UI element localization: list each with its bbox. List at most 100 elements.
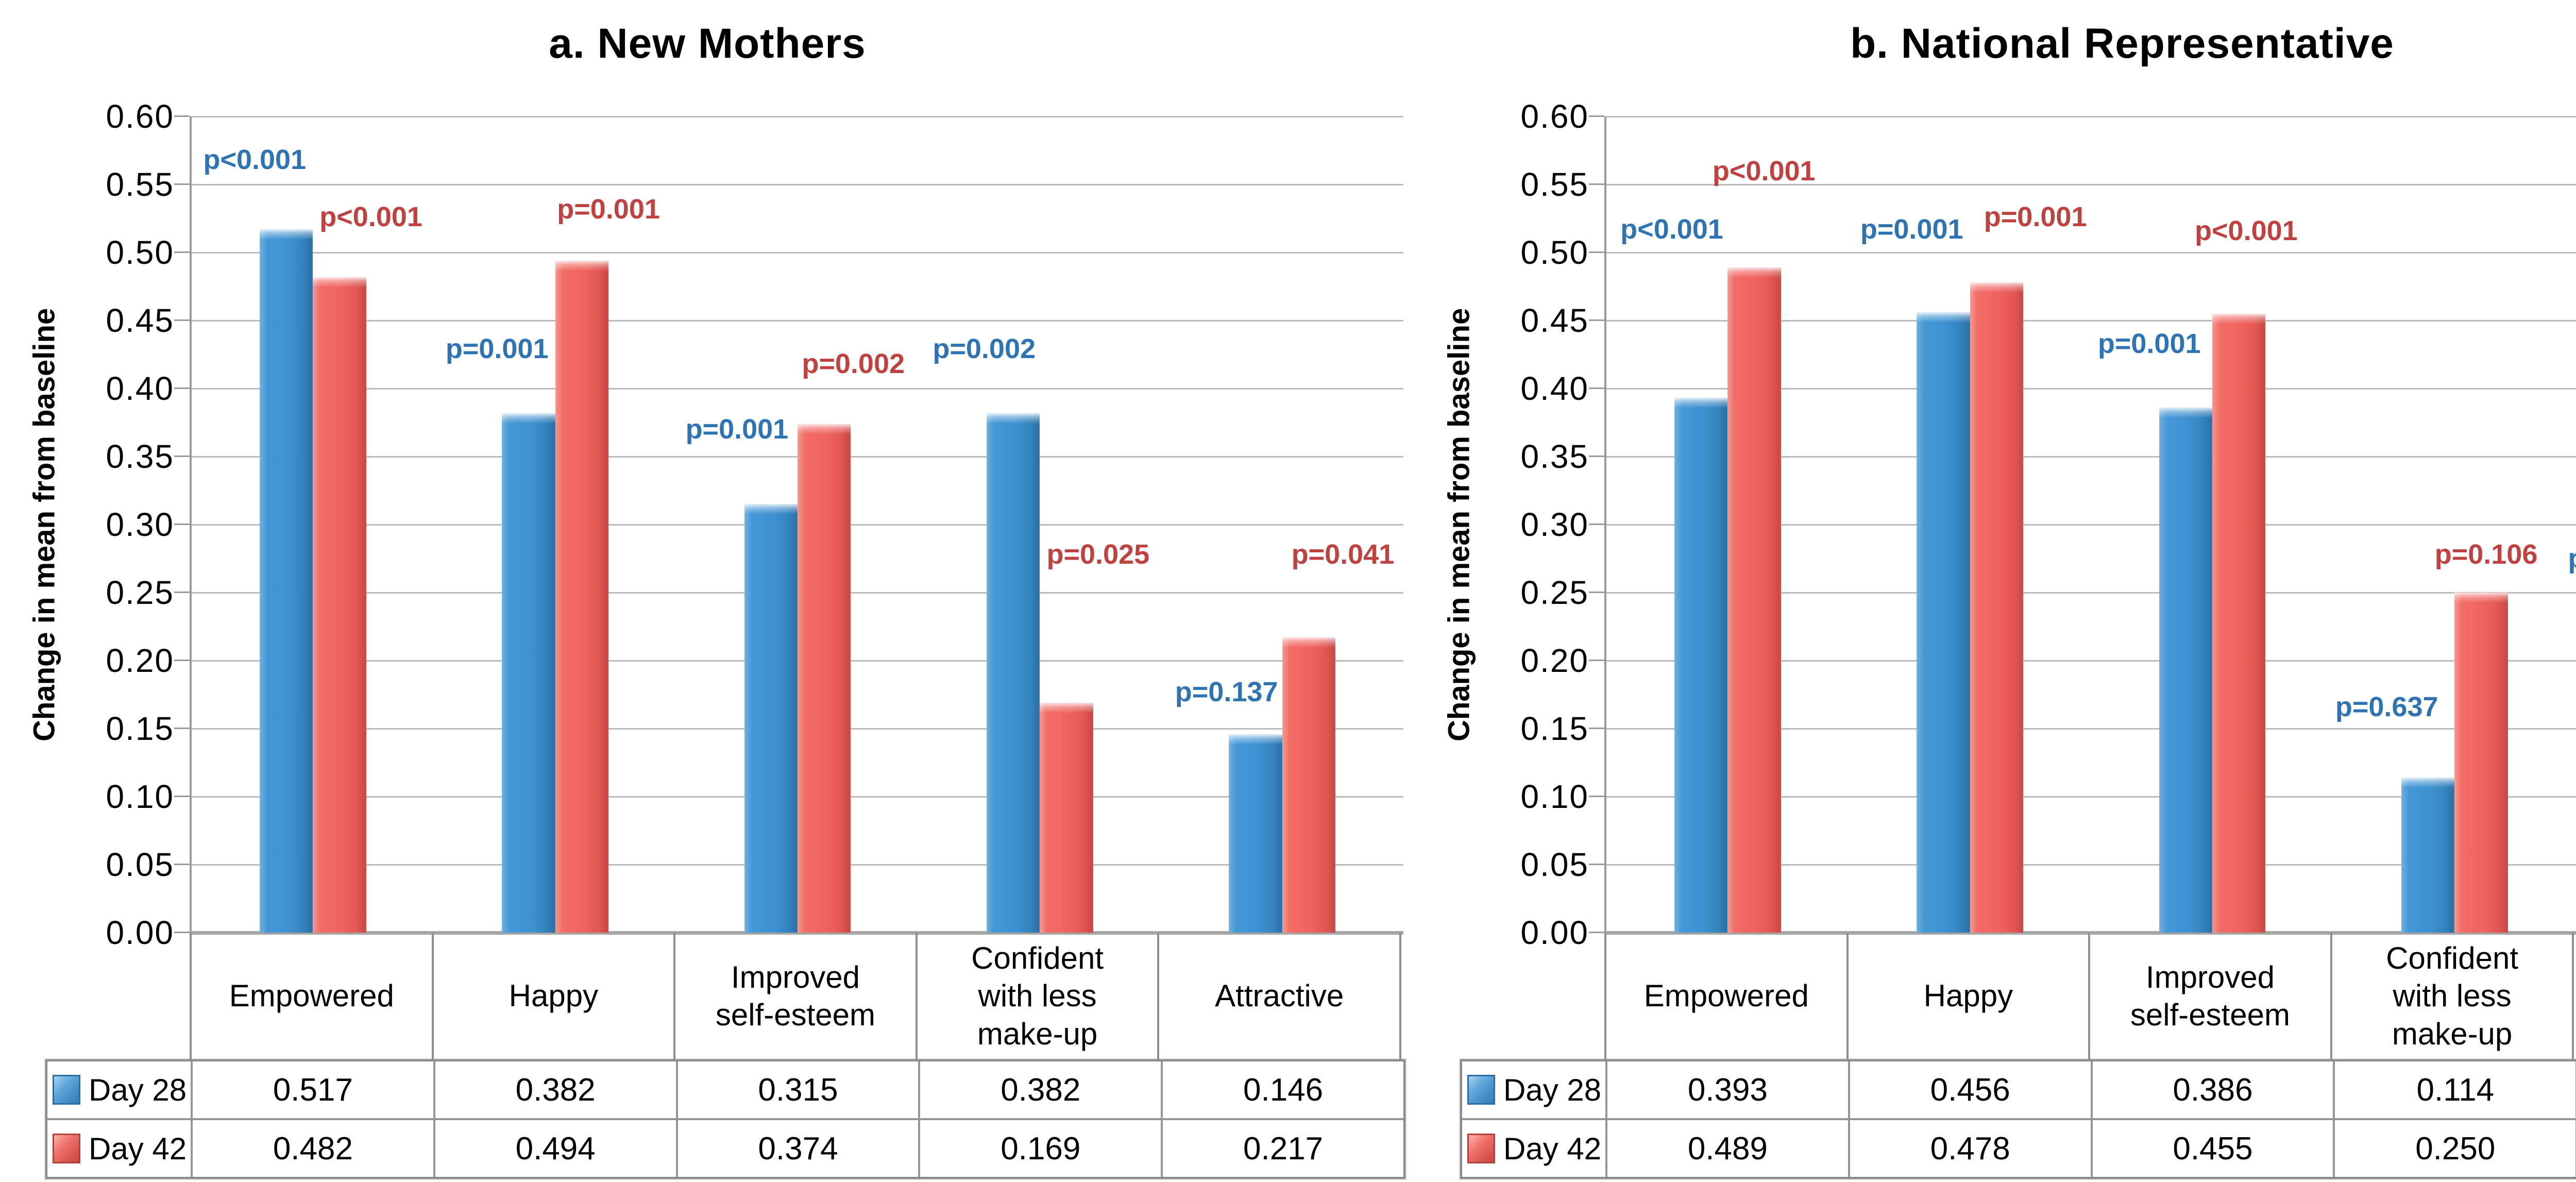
category-label-attractive: Attractive — [2572, 933, 2576, 1059]
legend-row-label-day-28: Day 28 — [1462, 1061, 1605, 1118]
table-cell-day-28-happy: 0.456 — [1848, 1061, 2091, 1118]
p-value-label-day-28-attractive: p=0.137 — [1175, 676, 1278, 707]
y-tick-mark — [174, 455, 190, 458]
category-header-row: Empowered Happy Improved self-esteem Confid… — [190, 933, 1401, 1059]
gridline — [192, 252, 1403, 254]
y-tick-mark — [1589, 660, 1604, 662]
p-value-label-day-42-confident-with-less-make-up: p=0.025 — [1046, 539, 1150, 570]
category-label-improved-self-esteem: Improved self-esteem — [673, 933, 916, 1059]
legend-key-day-28-icon — [1467, 1075, 1495, 1105]
y-tick-label: 0.10 — [106, 778, 174, 816]
table-cell-day-42-confident-with-less-make-up: 0.169 — [918, 1120, 1161, 1177]
y-tick-label: 0.25 — [106, 574, 174, 611]
y-axis-ticks: 0.00 0.05 0.10 0.15 0.20 0.25 0.30 0.35 0.40 0.45… — [72, 100, 174, 949]
plot-area: p<0.001 p<0.001 p=0.001 p=0.001 p=0.001 p<0.0… — [1589, 115, 2576, 935]
category-label-happy: Happy — [1846, 933, 2089, 1059]
chart-title: a. New Mothers — [549, 20, 866, 67]
series-name-day-28: Day 28 — [89, 1072, 187, 1107]
bar-day-28-improved-self-esteem — [2159, 407, 2213, 933]
y-tick-label: 0.45 — [1520, 302, 1589, 339]
y-tick-label: 0.60 — [106, 98, 174, 135]
y-tick-label: 0.60 — [1520, 98, 1589, 135]
table-cell-day-28-happy: 0.382 — [433, 1061, 676, 1118]
y-tick-mark — [174, 183, 190, 185]
y-tick-mark — [1589, 728, 1604, 729]
y-tick-mark — [1589, 251, 1604, 253]
y-tick-label: 0.35 — [1520, 438, 1589, 475]
gridline — [1606, 864, 2576, 866]
y-tick-label: 0.40 — [1520, 370, 1589, 408]
category-label-happy: Happy — [431, 933, 674, 1059]
table-cell-day-28-improved-self-esteem: 0.315 — [675, 1061, 919, 1118]
y-tick-label: 0.15 — [1520, 710, 1589, 747]
p-value-label-day-28-happy: p=0.001 — [1860, 214, 1963, 245]
bar-day-42-attractive — [1282, 637, 1336, 933]
y-tick-mark — [1589, 932, 1604, 933]
y-tick-mark — [174, 319, 190, 321]
table-cell-day-42-empowered: 0.482 — [191, 1120, 433, 1177]
gridline — [1606, 456, 2576, 458]
table-cell-day-28-empowered: 0.393 — [1605, 1061, 1848, 1118]
y-tick-label: 0.30 — [106, 506, 174, 543]
table-cell-day-28-attractive: 0.146 — [1161, 1061, 1403, 1118]
bar-day-42-improved-self-esteem — [798, 424, 851, 933]
p-value-label-day-28-empowered: p<0.001 — [1620, 214, 1723, 245]
bar-day-28-attractive — [1229, 734, 1283, 933]
x-axis-line — [190, 931, 1403, 935]
y-tick-mark — [174, 660, 190, 662]
y-tick-mark — [1589, 115, 1604, 117]
bar-day-28-empowered — [259, 229, 313, 933]
y-tick-mark — [1589, 387, 1604, 390]
p-value-label-day-28-improved-self-esteem: p=0.001 — [685, 414, 789, 445]
p-value-label-day-42-improved-self-esteem: p<0.001 — [2195, 215, 2298, 246]
y-tick-mark — [174, 796, 190, 798]
p-value-label-day-42-confident-with-less-make-up: p=0.106 — [2434, 539, 2538, 570]
table-cell-day-42-confident-with-less-make-up: 0.250 — [2333, 1120, 2575, 1177]
data-table: Day 28 0.517 0.382 0.315 0.382 0.146 Day 42 0.4… — [45, 1059, 1405, 1179]
y-tick-mark — [1589, 524, 1604, 525]
bar-day-28-confident-with-less-make-up — [986, 413, 1040, 933]
bar-day-28-confident-with-less-make-up — [2401, 778, 2455, 933]
y-tick-label: 0.00 — [1520, 914, 1589, 951]
y-axis-ticks: 0.00 0.05 0.10 0.15 0.20 0.25 0.30 0.35 0.40 0.45… — [1487, 100, 1589, 949]
y-tick-mark — [1589, 455, 1604, 458]
table-cell-day-28-confident-with-less-make-up: 0.382 — [918, 1061, 1161, 1118]
category-header-row: Empowered Happy Improved self-esteem Confid… — [1604, 933, 2576, 1059]
legend-key-day-42-icon — [53, 1134, 80, 1163]
gridline — [1606, 796, 2576, 798]
bar-day-42-empowered — [1727, 267, 1782, 933]
table-cell-day-42-improved-self-esteem: 0.374 — [675, 1120, 919, 1177]
bar-day-42-improved-self-esteem — [2212, 313, 2266, 933]
y-tick-label: 0.45 — [106, 302, 174, 339]
series-name-day-28: Day 28 — [1503, 1072, 1602, 1107]
table-cell-day-28-confident-with-less-make-up: 0.114 — [2333, 1061, 2575, 1118]
y-tick-label: 0.15 — [106, 710, 174, 747]
y-tick-mark — [1589, 592, 1604, 593]
bar-day-28-happy — [502, 413, 556, 933]
p-value-label-day-28-happy: p=0.001 — [445, 333, 549, 365]
y-tick-label: 0.05 — [106, 846, 174, 884]
bar-day-28-empowered — [1674, 398, 1728, 933]
bar-day-28-improved-self-esteem — [744, 504, 798, 933]
p-value-label-day-42-happy: p=0.001 — [1984, 201, 2087, 233]
legend-row-label-day-28: Day 28 — [47, 1061, 191, 1118]
table-cell-day-28-improved-self-esteem: 0.386 — [2090, 1061, 2333, 1118]
y-tick-label: 0.20 — [106, 642, 174, 680]
y-tick-label: 0.50 — [1520, 234, 1589, 271]
category-label-confident-with-less-make-up: Confident with less make-up — [2330, 933, 2572, 1059]
table-cell-day-42-empowered: 0.489 — [1605, 1120, 1848, 1177]
gridline — [1606, 592, 2576, 594]
legend-row-label-day-42: Day 42 — [47, 1120, 191, 1177]
bar-day-28-happy — [1917, 312, 1971, 933]
series-name-day-42: Day 42 — [1503, 1131, 1602, 1166]
table-cell-day-42-happy: 0.478 — [1848, 1120, 2091, 1177]
legend-key-day-28-icon — [53, 1075, 80, 1105]
y-tick-mark — [174, 524, 190, 525]
table-cell-day-42-improved-self-esteem: 0.455 — [2090, 1120, 2333, 1177]
y-tick-mark — [1589, 319, 1604, 321]
table-cell-day-42-attractive: 0.217 — [1161, 1120, 1403, 1177]
